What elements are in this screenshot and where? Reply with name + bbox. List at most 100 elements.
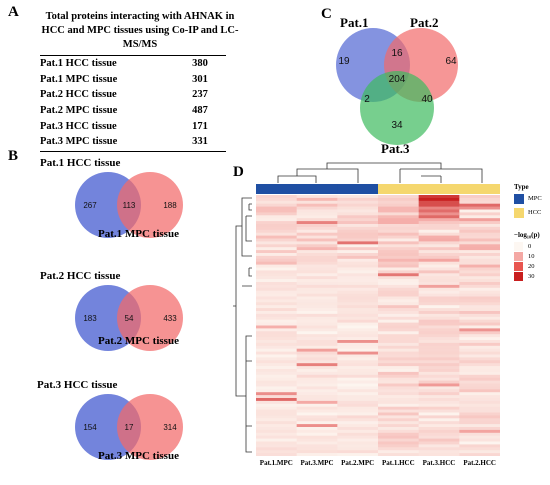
heatmap-cell [459, 334, 500, 337]
heatmap-cell [459, 349, 500, 352]
heatmap-column-label: Pat.1.HCC [376, 459, 420, 467]
heatmap-cell [419, 386, 460, 389]
venn-b-top-label: Pat.2 HCC tissue [40, 270, 120, 282]
heatmap-cell [337, 241, 378, 244]
heatmap-cell [378, 346, 419, 349]
heatmap-cell [419, 224, 460, 227]
heatmap-cell [459, 270, 500, 273]
heatmap-cell [459, 407, 500, 410]
heatmap-cell [256, 433, 297, 436]
heatmap-cell [378, 250, 419, 253]
heatmap-cell [337, 279, 378, 282]
heatmap-cell [337, 253, 378, 256]
heatmap-cell [459, 436, 500, 439]
heatmap-cell [459, 241, 500, 244]
heatmap-cell [419, 407, 460, 410]
heatmap-cell [459, 352, 500, 355]
heatmap-cell [297, 259, 338, 262]
heatmap-cell [297, 294, 338, 297]
heatmap-cell [337, 407, 378, 410]
heatmap-cell [256, 210, 297, 213]
heatmap-cell [337, 317, 378, 320]
heatmap-cell [256, 218, 297, 221]
venn-c-value-a-only: 19 [338, 56, 350, 67]
table-bottom-rule [40, 151, 226, 152]
heatmap-cell [378, 415, 419, 418]
venn-c-value-b-only: 64 [445, 56, 457, 67]
heatmap-cell [378, 297, 419, 300]
heatmap-cell [378, 401, 419, 404]
heatmap-cell [378, 418, 419, 421]
heatmap-cell [459, 239, 500, 242]
heatmap-cell [337, 276, 378, 279]
legend-type-swatch [514, 208, 524, 218]
heatmap-cell [419, 244, 460, 247]
heatmap-cell [419, 331, 460, 334]
heatmap-cell [256, 360, 297, 363]
heatmap-cell [297, 241, 338, 244]
heatmap-cell [419, 230, 460, 233]
heatmap-cell [337, 381, 378, 384]
heatmap-cell [419, 360, 460, 363]
heatmap-cell [419, 395, 460, 398]
heatmap-cell [256, 294, 297, 297]
heatmap-cell [419, 375, 460, 378]
heatmap-cell [297, 262, 338, 265]
heatmap-cell [378, 442, 419, 445]
heatmap-cell [337, 346, 378, 349]
protein-count-table: Pat.1 HCC tissue 380 Pat.1 MPC tissue 301 Pa… [40, 56, 226, 150]
heatmap-cell [378, 259, 419, 262]
heatmap-cell [297, 407, 338, 410]
panel-label-a: A [8, 4, 19, 21]
venn-b-value-left: 267 [83, 201, 97, 210]
heatmap-cell [419, 343, 460, 346]
heatmap-cell [459, 302, 500, 305]
heatmap-cell [337, 204, 378, 207]
heatmap-cell [459, 340, 500, 343]
heatmap-cell [297, 398, 338, 401]
heatmap-cell [256, 250, 297, 253]
table-row: Pat.1 HCC tissue 380 [40, 56, 226, 72]
heatmap-cell [337, 268, 378, 271]
heatmap-cell [459, 262, 500, 265]
table-row: Pat.3 HCC tissue 171 [40, 118, 226, 134]
heatmap-cell [419, 241, 460, 244]
heatmap-cell [256, 288, 297, 291]
heatmap-cell [337, 270, 378, 273]
venn-c-label-pat1: Pat.1 [340, 15, 369, 31]
heatmap-cell [419, 450, 460, 453]
heatmap-cell [378, 421, 419, 424]
heatmap-cell [378, 236, 419, 239]
heatmap-cell [459, 195, 500, 198]
heatmap-cell [459, 453, 500, 456]
heatmap-cell [419, 352, 460, 355]
heatmap-cell [378, 343, 419, 346]
heatmap-cell [419, 328, 460, 331]
heatmap-cell [378, 323, 419, 326]
heatmap-cell [297, 288, 338, 291]
heatmap-cell [337, 323, 378, 326]
heatmap-cell [378, 302, 419, 305]
heatmap-cell [459, 430, 500, 433]
heatmap-cell [337, 410, 378, 413]
heatmap-cell [419, 320, 460, 323]
heatmap-cell [337, 207, 378, 210]
heatmap-cell [337, 311, 378, 314]
heatmap-cell [337, 334, 378, 337]
heatmap-cell [378, 372, 419, 375]
heatmap-cell [297, 221, 338, 224]
heatmap-cell [256, 427, 297, 430]
heatmap-cell [419, 413, 460, 416]
table-cell-label: Pat.2 MPC tissue [40, 103, 188, 119]
heatmap-cell [378, 407, 419, 410]
heatmap-cell [419, 210, 460, 213]
heatmap-cell [459, 389, 500, 392]
column-dendrogram [258, 161, 504, 185]
heatmap-cell [297, 343, 338, 346]
heatmap-cell [459, 421, 500, 424]
heatmap-cell [419, 427, 460, 430]
heatmap-cell [297, 410, 338, 413]
heatmap-cell [297, 270, 338, 273]
heatmap-cell [256, 363, 297, 366]
venn-c-value-ab: 16 [391, 48, 403, 59]
